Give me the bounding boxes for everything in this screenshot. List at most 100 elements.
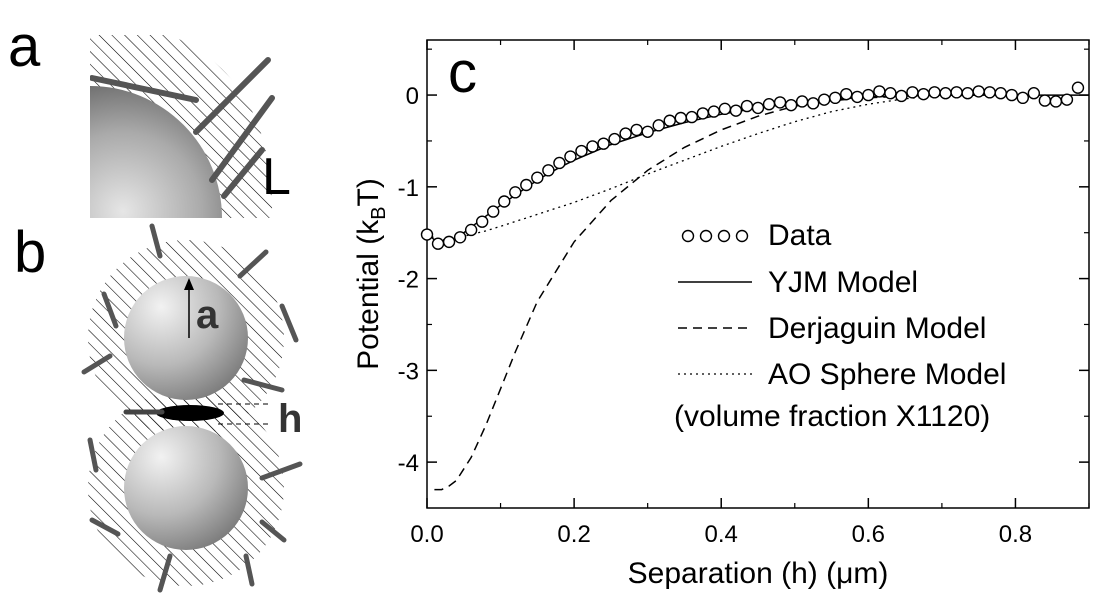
data-point — [983, 86, 996, 99]
data-point — [564, 150, 577, 163]
data-point — [862, 88, 875, 102]
legend-marker-data — [699, 229, 713, 243]
data-point — [950, 86, 963, 99]
legend-label-ao: AO Sphere Model — [768, 358, 1006, 391]
panel-c-letter: c — [448, 40, 477, 105]
y-tick-label: 0 — [406, 83, 419, 110]
data-point — [1005, 88, 1018, 102]
x-axis-title: Separation (h) (μm) — [628, 557, 889, 590]
y-tick-label: -2 — [398, 267, 419, 294]
polymer-length-label: L — [262, 148, 291, 206]
x-tick-label: 0.0 — [410, 521, 443, 548]
data-point — [464, 223, 478, 237]
y-tick-labels: 0 -1 -2 -3 -4 — [398, 83, 419, 477]
radius-label: a — [196, 293, 219, 337]
legend-label-yjm: YJM Model — [768, 266, 918, 299]
data-point — [906, 86, 919, 99]
series-line-1 — [426, 94, 1089, 243]
data-point — [917, 87, 930, 101]
data-point — [1071, 81, 1085, 94]
data-point — [586, 140, 599, 153]
data-point — [674, 111, 687, 125]
y-tick-label: -4 — [398, 450, 419, 477]
data-point — [961, 87, 974, 100]
data-point — [1027, 87, 1041, 100]
data-point — [1016, 91, 1029, 105]
data-point — [1038, 94, 1052, 107]
data-point — [597, 137, 610, 150]
data-point — [498, 195, 511, 208]
data-point — [762, 98, 776, 111]
data-point — [630, 123, 643, 137]
data-point — [840, 87, 853, 101]
gap-label: h — [278, 397, 302, 441]
data-point — [431, 237, 445, 250]
data-point — [575, 144, 588, 158]
legend-marker-data — [717, 229, 731, 243]
panel-b: b a h — [14, 220, 303, 593]
data-point — [608, 132, 621, 146]
legend-marker-data — [681, 229, 695, 243]
data-point — [895, 89, 908, 103]
panel-a-letter: a — [8, 14, 41, 79]
legend-markers — [678, 229, 752, 375]
data-point — [829, 91, 842, 105]
data-point — [972, 85, 985, 98]
data-point — [553, 156, 566, 170]
data-point — [542, 164, 555, 177]
data-point — [795, 95, 809, 108]
data-point — [420, 228, 434, 241]
data-point — [773, 96, 787, 109]
data-point — [453, 231, 467, 244]
data-point — [663, 114, 676, 127]
data-point — [818, 93, 831, 106]
data-point — [707, 105, 721, 118]
data-point — [718, 102, 732, 116]
data-point — [1049, 95, 1063, 108]
data-points — [420, 81, 1085, 250]
data-point — [475, 215, 489, 228]
data-point — [652, 119, 665, 132]
panel-b-letter: b — [14, 220, 46, 285]
data-point — [531, 171, 544, 184]
data-point — [1060, 93, 1074, 106]
data-point — [784, 98, 798, 112]
y-axis-title: Potential (kBT) — [352, 178, 390, 370]
data-point — [740, 99, 754, 113]
data-point — [509, 186, 522, 199]
legend-label-data: Data — [768, 219, 832, 252]
data-point — [641, 125, 654, 138]
panel-c: c 0.0 0.2 0.4 0.6 0.8 0 -1 -2 -3 -4 Separation (… — [352, 39, 1090, 590]
legend: Data YJM Model Derjaguin Model AO Sphere… — [674, 219, 1006, 433]
x-tick-label: 0.6 — [852, 521, 885, 548]
y-tick-label: -1 — [398, 175, 419, 202]
x-tick-label: 0.2 — [557, 521, 590, 548]
data-point — [442, 235, 456, 249]
x-tick-label: 0.8 — [999, 521, 1032, 548]
plot-frame — [426, 39, 1090, 509]
y-tick-label: -3 — [398, 358, 419, 385]
data-point — [994, 87, 1007, 100]
data-point — [729, 104, 743, 117]
x-tick-label: 0.4 — [705, 521, 738, 548]
data-point — [873, 85, 886, 98]
data-point — [939, 87, 952, 100]
data-point — [851, 90, 864, 104]
data-point — [520, 178, 533, 192]
legend-label-derjaguin: Derjaguin Model — [768, 312, 986, 345]
data-point — [696, 107, 710, 120]
data-point — [806, 97, 820, 110]
data-point — [751, 101, 765, 115]
data-point — [619, 127, 632, 140]
quarter-sphere-illustration — [90, 35, 275, 218]
x-tick-labels: 0.0 0.2 0.4 0.6 0.8 — [410, 521, 1032, 548]
data-point — [685, 110, 698, 124]
legend-marker-data — [735, 229, 749, 243]
data-point — [884, 87, 897, 100]
data-point — [928, 86, 941, 99]
panel-a: a L — [8, 14, 291, 218]
legend-note: (volume fraction X1120) — [674, 400, 990, 433]
data-point — [487, 205, 500, 218]
two-sphere-illustration — [81, 223, 303, 593]
